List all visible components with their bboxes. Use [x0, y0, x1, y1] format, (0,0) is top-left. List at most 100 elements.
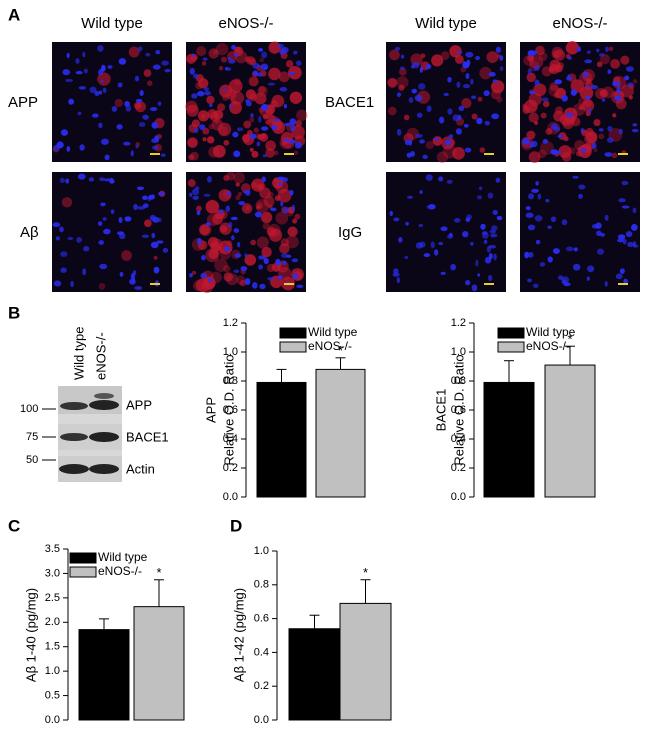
nucleus — [249, 133, 257, 140]
red-stain — [289, 91, 303, 104]
red-stain — [208, 123, 215, 130]
nucleus — [137, 46, 143, 52]
micrograph — [386, 172, 506, 292]
red-stain — [239, 279, 247, 287]
significance-mark: * — [567, 332, 572, 347]
red-stain — [534, 120, 539, 125]
red-stain — [593, 148, 598, 153]
nucleus — [582, 71, 589, 79]
nucleus — [590, 85, 598, 90]
nucleus — [580, 128, 585, 133]
red-stain — [213, 117, 220, 124]
nucleus — [202, 57, 208, 61]
nucleus — [157, 101, 162, 106]
red-stain — [259, 133, 269, 142]
nucleus — [527, 50, 536, 57]
nucleus — [525, 212, 534, 218]
red-stain — [615, 98, 627, 110]
nucleus — [205, 222, 211, 226]
nucleus — [135, 144, 139, 149]
y-tick-label: 0.2 — [451, 462, 466, 474]
nucleus — [262, 154, 267, 158]
nucleus — [601, 98, 606, 102]
nucleus — [83, 246, 90, 252]
nucleus — [152, 216, 160, 223]
nucleus — [284, 122, 291, 127]
nucleus — [570, 89, 577, 96]
nucleus — [438, 176, 444, 182]
nucleus — [261, 126, 269, 131]
nucleus — [565, 111, 574, 119]
nucleus — [541, 97, 549, 102]
y-tick-label: 0.6 — [223, 404, 238, 416]
red-stain — [251, 182, 258, 189]
nucleus — [496, 215, 503, 221]
nucleus — [160, 153, 166, 157]
y-tick-label: 0.0 — [223, 491, 238, 503]
y-tick-label: 1.2 — [223, 317, 238, 329]
red-stain — [568, 147, 576, 155]
nucleus — [481, 232, 489, 239]
y-tick-label: 3.0 — [45, 567, 60, 579]
nucleus — [619, 268, 625, 275]
nucleus — [495, 177, 501, 183]
nucleus — [618, 198, 626, 203]
nucleus — [446, 179, 453, 184]
red-stain — [220, 56, 227, 63]
legend-label: Wild type — [526, 325, 576, 339]
red-stain — [222, 264, 231, 273]
y-tick-label: 1.0 — [223, 346, 238, 358]
nucleus — [286, 254, 292, 258]
red-stain — [268, 204, 273, 209]
nucleus — [632, 207, 637, 214]
red-stain — [187, 57, 193, 63]
nucleus — [596, 248, 605, 255]
nucleus — [92, 113, 99, 118]
y-tick-label: 0.6 — [451, 404, 466, 416]
y-tick-label: 0.4 — [451, 433, 466, 445]
nucleus — [222, 88, 227, 92]
nucleus — [62, 69, 71, 76]
nucleus — [407, 195, 413, 199]
nucleus — [491, 225, 498, 231]
nucleus — [631, 128, 639, 133]
red-stain — [565, 41, 580, 55]
bar — [339, 602, 392, 721]
red-stain — [529, 54, 544, 69]
column-header: eNOS-/- — [552, 15, 607, 32]
red-stain — [212, 145, 226, 158]
red-stain — [608, 46, 614, 51]
red-stain — [396, 76, 409, 89]
red-stain — [218, 126, 229, 136]
nucleus — [547, 256, 553, 263]
nucleus — [75, 58, 80, 64]
nucleus — [228, 103, 232, 109]
y-tick-label: 1.5 — [45, 641, 60, 653]
red-stain — [61, 197, 73, 208]
red-stain — [209, 111, 220, 122]
nucleus — [438, 116, 445, 124]
red-stain — [268, 41, 281, 54]
nucleus — [419, 190, 423, 194]
red-stain — [228, 79, 243, 94]
nucleus — [627, 241, 634, 248]
red-stain — [545, 127, 553, 136]
nucleus — [104, 154, 110, 161]
red-stain — [406, 127, 419, 140]
nucleus — [66, 52, 70, 59]
nucleus — [588, 108, 592, 114]
nucleus — [295, 60, 302, 66]
nucleus — [82, 51, 86, 58]
nucleus — [632, 240, 637, 248]
nucleus — [539, 262, 546, 267]
nucleus — [289, 189, 294, 196]
red-stain — [262, 222, 270, 230]
red-stain — [575, 150, 582, 157]
nucleus — [230, 216, 238, 221]
nucleus — [475, 259, 479, 267]
lane-label: eNOS-/- — [93, 332, 108, 380]
nucleus — [625, 231, 633, 238]
nucleus — [527, 252, 534, 258]
nucleus — [587, 265, 595, 273]
red-stain — [479, 147, 486, 153]
